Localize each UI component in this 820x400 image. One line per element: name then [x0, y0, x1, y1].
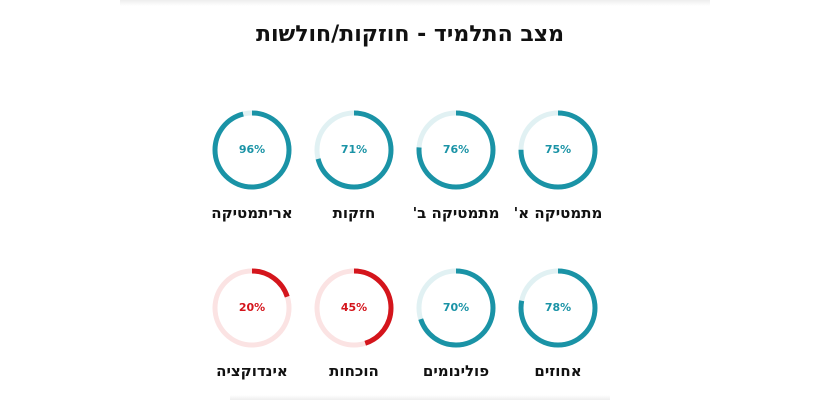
percent-value: 70%: [442, 301, 470, 314]
top-shadow: [120, 0, 710, 6]
topic-card-math-b: 76% מתמטיקה ב': [391, 108, 521, 222]
topic-card-arithmetic: 96% אריתמטיקה: [187, 108, 317, 222]
percent-value: 96%: [238, 143, 266, 156]
percent-value: 71%: [340, 143, 368, 156]
progress-ring-graphic: [314, 110, 394, 190]
progress-ring: 75%: [516, 108, 600, 192]
topic-label: חזקות: [332, 204, 376, 222]
progress-ring: 20%: [210, 266, 294, 350]
topic-label: הוכחות: [329, 362, 379, 380]
topic-label: אחוזים: [534, 362, 582, 380]
percent-value: 76%: [442, 143, 470, 156]
progress-ring-graphic: [518, 268, 598, 348]
topic-label: אינדוקציה: [216, 362, 288, 380]
topic-card-polynomials: 70% פולינומים: [391, 266, 521, 380]
percent-value: 78%: [544, 301, 572, 314]
topic-card-percentages: 78% אחוזים: [493, 266, 623, 380]
topic-card-induction: 20% אינדוקציה: [187, 266, 317, 380]
progress-ring: 70%: [414, 266, 498, 350]
topic-card-math-a: 75% מתמטיקה א': [493, 108, 623, 222]
topic-label: מתמטיקה א': [513, 204, 603, 222]
progress-ring-graphic: [212, 110, 292, 190]
progress-ring-graphic: [416, 110, 496, 190]
progress-ring-graphic: [518, 110, 598, 190]
topic-label: אריתמטיקה: [211, 204, 293, 222]
percent-value: 75%: [544, 143, 572, 156]
progress-ring: 76%: [414, 108, 498, 192]
progress-ring-graphic: [416, 268, 496, 348]
page-title: מצב התלמיד - חוזקות/חולשות: [255, 22, 565, 47]
topic-label: פולינומים: [422, 362, 490, 380]
progress-ring: 71%: [312, 108, 396, 192]
topic-label: מתמטיקה ב': [412, 204, 500, 222]
progress-ring-graphic: [212, 268, 292, 348]
progress-ring: 78%: [516, 266, 600, 350]
progress-ring: 96%: [210, 108, 294, 192]
percent-value: 20%: [238, 301, 266, 314]
progress-ring: 45%: [312, 266, 396, 350]
topic-card-proofs: 45% הוכחות: [289, 266, 419, 380]
topic-card-powers: 71% חזקות: [289, 108, 419, 222]
percent-value: 45%: [340, 301, 368, 314]
bottom-shadow: [230, 395, 610, 400]
progress-ring-graphic: [314, 268, 394, 348]
